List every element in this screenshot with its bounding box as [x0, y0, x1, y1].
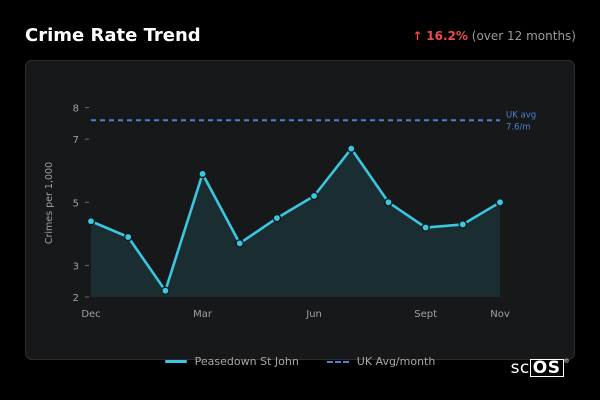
data-point[interactable]	[235, 239, 245, 248]
legend-item-reference[interactable]: UK Avg/month	[326, 355, 436, 368]
x-axis: Dec Mar Jun Sept Nov	[81, 309, 510, 320]
registered-mark: ®	[563, 358, 570, 365]
x-tick-label: Sept	[414, 309, 437, 320]
brand-logo: sc OS ®	[511, 358, 570, 378]
data-point[interactable]	[86, 216, 96, 226]
series-area	[91, 148, 500, 297]
y-axis: 2 3 5 7 8	[73, 104, 89, 304]
reference-label-value: 7.6/m	[506, 122, 531, 132]
data-point[interactable]	[272, 213, 282, 223]
legend-item-series[interactable]: Peasedown St John	[164, 355, 299, 368]
legend-swatch-reference	[326, 360, 349, 363]
reference-label-name: UK avg	[506, 110, 536, 120]
data-point[interactable]	[495, 198, 505, 207]
change-percentage: 16.2%	[426, 29, 468, 43]
y-tick-label: 8	[73, 104, 79, 115]
brand-prefix: sc	[510, 358, 530, 378]
y-axis-label: Crimes per 1,000	[44, 162, 55, 244]
data-point[interactable]	[198, 169, 207, 179]
y-tick-label: 7	[73, 135, 79, 146]
legend-label-series: Peasedown St John	[194, 355, 299, 368]
x-tick-label: Nov	[490, 309, 510, 320]
x-tick-label: Jun	[305, 309, 322, 320]
data-point[interactable]	[384, 198, 393, 207]
change-indicator: ↑ 16.2% (over 12 months)	[412, 29, 576, 43]
change-period: (over 12 months)	[471, 29, 576, 43]
data-point[interactable]	[421, 223, 430, 232]
series-line	[90, 147, 501, 292]
data-point[interactable]	[309, 191, 319, 201]
reference-line-group: UK avg 7.6/m	[91, 110, 536, 132]
up-arrow-icon: ↑	[412, 29, 423, 43]
y-tick-label: 5	[73, 198, 79, 209]
y-tick-label: 2	[73, 293, 79, 304]
data-point[interactable]	[346, 144, 356, 153]
brand-boxed: OS	[529, 359, 564, 377]
x-tick-label: Mar	[193, 309, 213, 320]
series-group	[86, 144, 505, 297]
chart-card	[25, 60, 575, 360]
y-tick-label: 3	[73, 261, 79, 272]
legend-label-reference: UK Avg/month	[356, 355, 436, 368]
data-point[interactable]	[458, 220, 468, 229]
x-tick-label: Dec	[81, 309, 100, 320]
legend: Peasedown St John UK Avg/month	[0, 355, 600, 368]
chart-title: Crime Rate Trend	[25, 25, 201, 46]
data-point[interactable]	[123, 232, 133, 242]
data-point[interactable]	[161, 286, 170, 295]
legend-swatch-series	[164, 360, 187, 363]
